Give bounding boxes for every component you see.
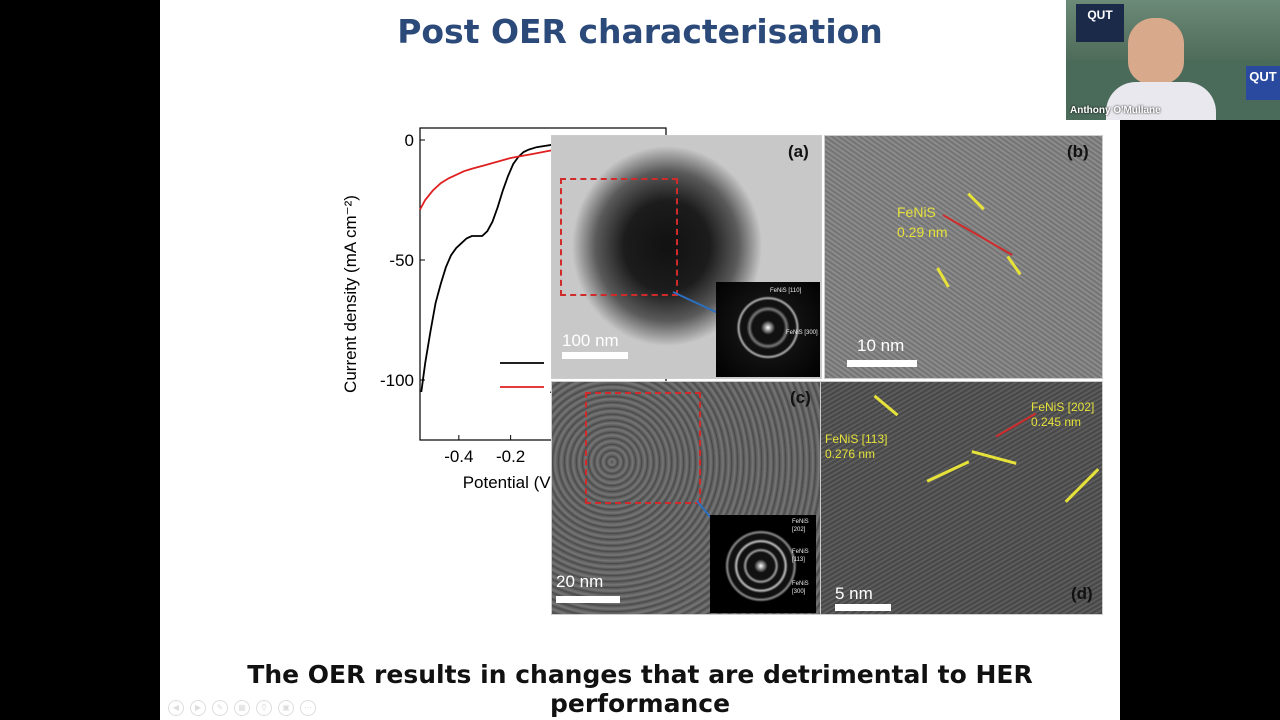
saed-inset: FeNiS [202] FeNiS [113] FeNiS [300] bbox=[710, 515, 816, 613]
lattice-annotation: FeNiS [202] 0.245 nm bbox=[1031, 400, 1095, 429]
saed-inset: FeNiS [110] FeNiS [300] bbox=[716, 282, 820, 377]
scale-label: 100 nm bbox=[562, 331, 619, 350]
speaker-name: Anthony O'Mullane bbox=[1070, 105, 1161, 116]
lattice-annotation: FeNiS [113] 0.276 nm bbox=[825, 432, 888, 461]
zoom-icon[interactable]: ⚲ bbox=[256, 700, 272, 716]
x-tick-label: -0.2 bbox=[496, 447, 525, 466]
hrtem-panel-d: FeNiS [113] 0.276 nm FeNiS [202] 0.245 n… bbox=[820, 381, 1103, 615]
slide-title: Post OER characterisation bbox=[397, 12, 883, 51]
slides-icon[interactable]: ▦ bbox=[234, 700, 250, 716]
scale-label: 5 nm bbox=[835, 584, 873, 603]
speaker-video[interactable]: QUT QUT Anthony O'Mullane bbox=[1066, 0, 1280, 120]
speaker-face bbox=[1128, 18, 1184, 84]
x-tick-label: -0.4 bbox=[444, 447, 473, 466]
y-axis-label: Current density (mA cm⁻²) bbox=[341, 195, 360, 393]
slide: Post OER characterisation -0.4-0.20.00.2… bbox=[160, 0, 1120, 720]
lattice-annotation: FeNiS 0.29 nm bbox=[897, 204, 948, 240]
region-box bbox=[560, 178, 678, 296]
saed-label: FeNiS [110] bbox=[770, 288, 802, 294]
qut-logo-right: QUT bbox=[1246, 66, 1280, 100]
region-box bbox=[585, 392, 701, 504]
scale-bar bbox=[847, 360, 917, 367]
panel-label: (b) bbox=[1067, 142, 1089, 161]
pointer-line bbox=[672, 291, 719, 315]
y-tick-label: 0 bbox=[405, 131, 414, 150]
speaker-shirt bbox=[1106, 82, 1216, 120]
scale-bar bbox=[562, 352, 628, 359]
prev-icon[interactable]: ◀ bbox=[168, 700, 184, 716]
hrtem-panel-b: (b) FeNiS 0.29 nm 10 nm bbox=[824, 135, 1103, 379]
next-icon[interactable]: ▶ bbox=[190, 700, 206, 716]
tem-panel-a: FeNiS [110] FeNiS [300] (a) 100 nm bbox=[551, 135, 822, 379]
scale-label: 10 nm bbox=[857, 336, 905, 355]
slide-controls: ◀ ▶ ✎ ▦ ⚲ ▣ ⋯ bbox=[168, 700, 316, 716]
tem-panel-c: FeNiS [202] FeNiS [113] FeNiS [300] (c) … bbox=[551, 381, 822, 615]
scale-label: 20 nm bbox=[556, 572, 604, 591]
screen-icon[interactable]: ▣ bbox=[278, 700, 294, 716]
scale-bar bbox=[556, 596, 620, 603]
panel-label: (c) bbox=[790, 388, 811, 407]
more-icon[interactable]: ⋯ bbox=[300, 700, 316, 716]
y-tick-label: -50 bbox=[389, 251, 414, 270]
saed-label: FeNiS [300] bbox=[786, 330, 818, 336]
y-tick-label: -100 bbox=[380, 371, 414, 390]
qut-logo-left: QUT bbox=[1076, 4, 1124, 42]
panel-label: (a) bbox=[788, 142, 809, 161]
conclusion-text: The OER results in changes that are detr… bbox=[247, 660, 1033, 718]
pen-icon[interactable]: ✎ bbox=[212, 700, 228, 716]
scale-bar bbox=[835, 604, 891, 611]
panel-label: (d) bbox=[1071, 584, 1093, 603]
